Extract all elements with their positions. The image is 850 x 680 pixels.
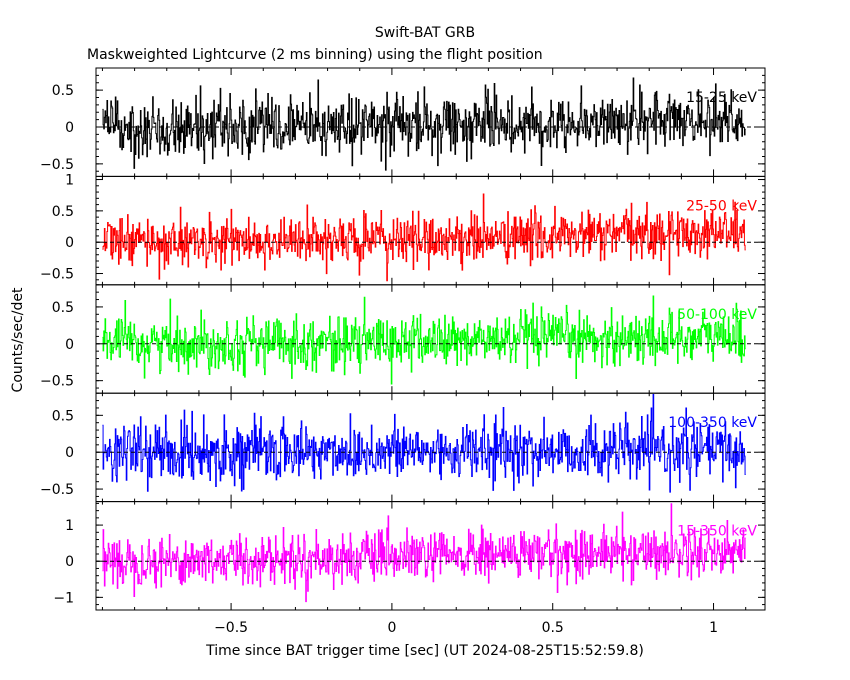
y-tick-label: 0 xyxy=(65,120,74,136)
y-tick-label: 1 xyxy=(65,518,74,534)
series-label-panel-1: 15-25 keV xyxy=(686,90,757,106)
y-tick-label: 0 xyxy=(65,235,74,251)
series-label-panel-3: 50-100 keV xyxy=(677,307,757,323)
x-tick-label: 0.5 xyxy=(542,620,564,636)
x-tick-labels: −0.5 0 0.5 1 xyxy=(214,620,718,636)
x-axis-label: Time since BAT trigger time [sec] (UT 20… xyxy=(205,643,644,659)
y-tick-label: −0.5 xyxy=(40,267,74,283)
y-tick-label: 0 xyxy=(65,554,74,570)
series-label-panel-2: 25-50 keV xyxy=(686,198,757,214)
panels: −0.5 0 0.5 15-25 keV −0.5 0 0.5 1 25-50 keV −0.5 0… xyxy=(40,67,766,611)
y-tick-label: −0.5 xyxy=(40,157,74,173)
panel-2: −0.5 0 0.5 1 25-50 keV xyxy=(40,173,766,286)
series-label-panel-4: 100-350 keV xyxy=(668,415,757,431)
chart-title: Swift-BAT GRB xyxy=(375,25,475,41)
y-tick-label: −1 xyxy=(53,590,74,606)
series-line-panel-2 xyxy=(102,193,746,282)
series-line-panel-5 xyxy=(102,503,746,603)
series-line-panel-1 xyxy=(102,77,746,171)
y-tick-label: −0.5 xyxy=(40,374,74,390)
panel-frame xyxy=(95,501,766,611)
x-tick-label: −0.5 xyxy=(214,620,248,636)
y-tick-label: 0 xyxy=(65,337,74,353)
y-tick-label: 0 xyxy=(65,445,74,461)
y-tick-label: −0.5 xyxy=(40,482,74,498)
y-axis-label: Counts/sec/det xyxy=(10,287,26,392)
y-tick-label: 0.5 xyxy=(52,408,74,424)
y-tick-label: 0.5 xyxy=(52,83,74,99)
panel-5: −1 0 1 15-350 keV xyxy=(53,501,766,611)
panel-3: −0.5 0 0.5 50-100 keV xyxy=(40,284,766,394)
y-tick-label: 0.5 xyxy=(52,300,74,316)
series-line-panel-4 xyxy=(102,394,746,493)
y-tick-label: 1 xyxy=(65,173,74,189)
x-tick-label: 0 xyxy=(387,620,396,636)
series-line-panel-3 xyxy=(102,295,746,385)
x-tick-label: 1 xyxy=(709,620,718,636)
y-tick-label: 0.5 xyxy=(52,204,74,220)
series-label-panel-5: 15-350 keV xyxy=(677,524,757,540)
panel-4: −0.5 0 0.5 100-350 keV xyxy=(40,392,766,503)
panel-1: −0.5 0 0.5 15-25 keV xyxy=(40,67,766,177)
chart-subtitle: Maskweighted Lightcurve (2 ms binning) u… xyxy=(87,47,543,63)
